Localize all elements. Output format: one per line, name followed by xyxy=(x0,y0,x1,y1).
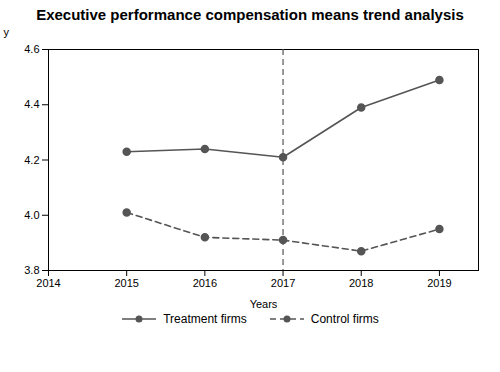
svg-text:y: y xyxy=(4,26,10,38)
svg-text:2017: 2017 xyxy=(271,277,295,289)
svg-text:4.6: 4.6 xyxy=(24,43,39,55)
svg-text:2016: 2016 xyxy=(193,277,217,289)
svg-text:Years: Years xyxy=(250,298,278,310)
svg-text:2015: 2015 xyxy=(114,277,138,289)
svg-text:2019: 2019 xyxy=(427,277,451,289)
html-text:Executive performance compensa: Executive performance compensation means… xyxy=(36,6,464,23)
svg-text:4.4: 4.4 xyxy=(24,98,39,110)
svg-text:4.2: 4.2 xyxy=(24,154,39,166)
html-text:Treatment firms: Treatment firms xyxy=(163,312,247,326)
svg-text:3.8: 3.8 xyxy=(24,264,39,276)
svg-text:4.0: 4.0 xyxy=(24,209,39,221)
html-text:Control firms: Control firms xyxy=(310,312,379,326)
svg-text:2014: 2014 xyxy=(36,277,60,289)
svg-text:2018: 2018 xyxy=(349,277,373,289)
